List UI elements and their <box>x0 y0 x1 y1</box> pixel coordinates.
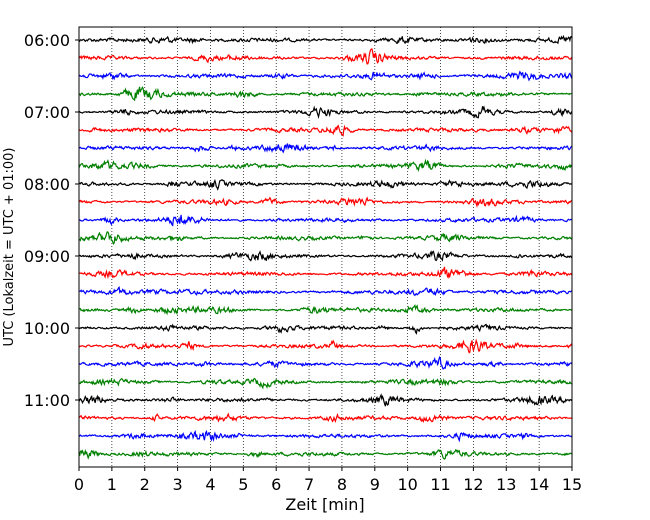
trace-line <box>78 266 573 280</box>
y-tick-label: 10:00 <box>24 319 70 338</box>
x-axis-ticks: 0 1 2 3 4 5 6 7 8 9 10 11 12 13 14 15 <box>74 467 582 494</box>
trace-line <box>78 355 573 370</box>
plot-frame <box>78 26 573 468</box>
x-tick-label: 5 <box>238 475 248 494</box>
x-tick-label: 6 <box>271 475 281 494</box>
trace-line <box>78 393 573 407</box>
y-tick-label: 08:00 <box>24 175 70 194</box>
x-tick-label: 8 <box>337 475 347 494</box>
x-tick-label: 11 <box>430 475 450 494</box>
x-tick-label: 4 <box>205 475 215 494</box>
y-tick-label: 11:00 <box>24 391 70 410</box>
trace-line <box>78 250 573 262</box>
vertical-grid <box>111 27 540 467</box>
x-tick-label: 15 <box>562 475 582 494</box>
trace-line <box>78 86 573 102</box>
x-tick-label: 10 <box>397 475 417 494</box>
trace-line <box>78 448 573 460</box>
seismogram-traces <box>78 34 573 460</box>
trace-line <box>78 34 573 45</box>
trace-line <box>78 303 573 316</box>
trace-line <box>78 48 573 65</box>
y-tick-label: 07:00 <box>24 103 70 122</box>
x-tick-label: 1 <box>107 475 117 494</box>
x-tick-label: 13 <box>496 475 516 494</box>
trace-line <box>78 143 573 154</box>
trace-line <box>78 158 573 173</box>
trace-line <box>78 412 573 423</box>
y-tick-label: 06:00 <box>24 31 70 50</box>
trace-line <box>78 429 573 443</box>
trace-line <box>78 178 573 191</box>
trace-line <box>78 196 573 208</box>
trace-line <box>78 214 573 227</box>
x-axis-label: Zeit [min] <box>285 495 364 514</box>
trace-line <box>78 231 573 245</box>
trace-line <box>78 124 573 137</box>
x-tick-label: 0 <box>74 475 84 494</box>
trace-line <box>78 377 573 390</box>
trace-line <box>78 70 573 82</box>
plot-area-background <box>79 27 572 467</box>
y-axis-label: UTC (Lokalzeit = UTC + 01:00) <box>2 148 17 347</box>
x-tick-label: 3 <box>173 475 183 494</box>
x-tick-label: 7 <box>304 475 314 494</box>
x-tick-label: 12 <box>463 475 483 494</box>
trace-line <box>78 105 573 120</box>
x-tick-label: 14 <box>529 475 549 494</box>
trace-line <box>78 323 573 335</box>
trace-line <box>78 338 573 354</box>
trace-line <box>78 286 573 297</box>
y-axis-ticks: 06:00 07:00 08:00 09:00 10:00 11:00 <box>24 31 79 410</box>
y-tick-label: 09:00 <box>24 247 70 266</box>
x-tick-label: 9 <box>370 475 380 494</box>
x-tick-label: 2 <box>140 475 150 494</box>
